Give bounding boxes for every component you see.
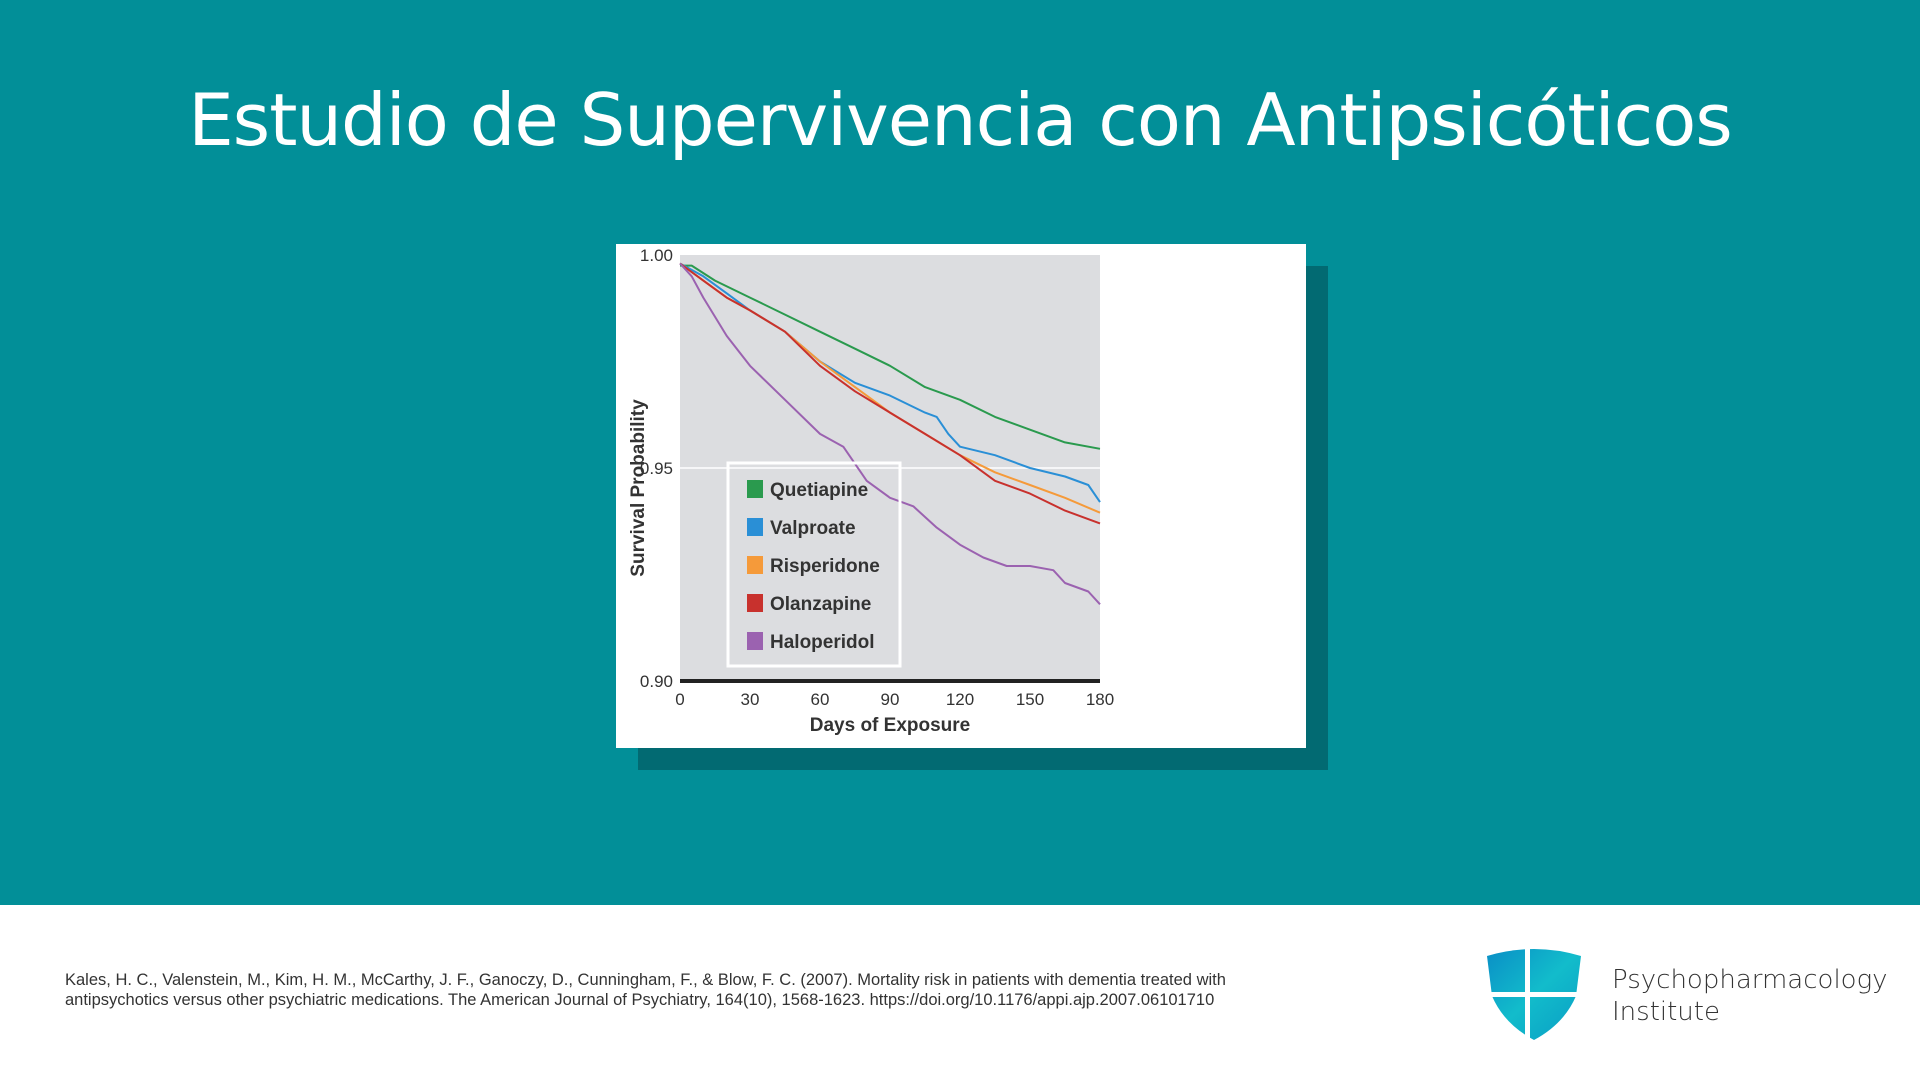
legend-swatch-olanzapine bbox=[747, 594, 763, 612]
x-tick-label: 30 bbox=[741, 690, 760, 709]
legend-swatch-haloperidol bbox=[747, 632, 763, 650]
legend-label-risperidone: Risperidone bbox=[770, 556, 880, 577]
x-tick-label: 90 bbox=[881, 690, 900, 709]
legend-swatch-valproate bbox=[747, 518, 763, 536]
series-line-quetiapine bbox=[680, 264, 1101, 450]
y-tick-label: 0.95 bbox=[640, 459, 673, 478]
series-line-olanzapine bbox=[679, 262, 1101, 525]
y-axis-label: Survival Probability bbox=[628, 399, 649, 577]
x-tick-label: 180 bbox=[1086, 690, 1114, 709]
shield-logo-icon bbox=[1487, 948, 1581, 1042]
legend-label-haloperidol: Haloperidol bbox=[770, 632, 875, 653]
citation: Kales, H. C., Valenstein, M., Kim, H. M.… bbox=[65, 970, 1365, 1010]
survival-chart: 1.00 0.95 0.900 30 60 90 120 150 180 Days of Expo… bbox=[628, 246, 1114, 736]
x-tick-label: 120 bbox=[946, 690, 974, 709]
series-line-valproate bbox=[679, 262, 1101, 503]
citation-line-1: Kales, H. C., Valenstein, M., Kim, H. M.… bbox=[65, 971, 1226, 989]
x-tick-label: 60 bbox=[811, 690, 830, 709]
legend-label-olanzapine: Olanzapine bbox=[770, 594, 871, 615]
logo-text: Psychopharmacology Institute bbox=[1612, 964, 1888, 1028]
x-axis-label: Days of Exposure bbox=[810, 715, 971, 736]
slide-title: Estudio de Supervivencia con Antipsicóti… bbox=[188, 78, 1733, 162]
logo-line-1: Psychopharmacology bbox=[1612, 965, 1888, 995]
citation-line-2: antipsychotics versus other psychiatric … bbox=[65, 991, 1215, 1009]
x-tick-label: 0 bbox=[675, 690, 684, 709]
survival-chart-figure: 1.00 0.95 0.90 0 30 60 90 120 150 180 Days of Expo… bbox=[616, 244, 1306, 748]
legend-box bbox=[726, 461, 902, 668]
legend-label-quetiapine: Quetiapine bbox=[770, 480, 868, 501]
logo-line-2: Institute bbox=[1612, 997, 1720, 1027]
legend-swatch-risperidone bbox=[747, 556, 763, 574]
y-tick-label: 1.00 bbox=[640, 246, 673, 265]
y-tick-label: 0.90 bbox=[640, 672, 673, 691]
legend-label-valproate: Valproate bbox=[770, 518, 856, 539]
x-tick-label: 150 bbox=[1016, 690, 1044, 709]
series-line-haloperidol bbox=[679, 262, 1101, 605]
legend-swatch-quetiapine bbox=[747, 480, 763, 498]
